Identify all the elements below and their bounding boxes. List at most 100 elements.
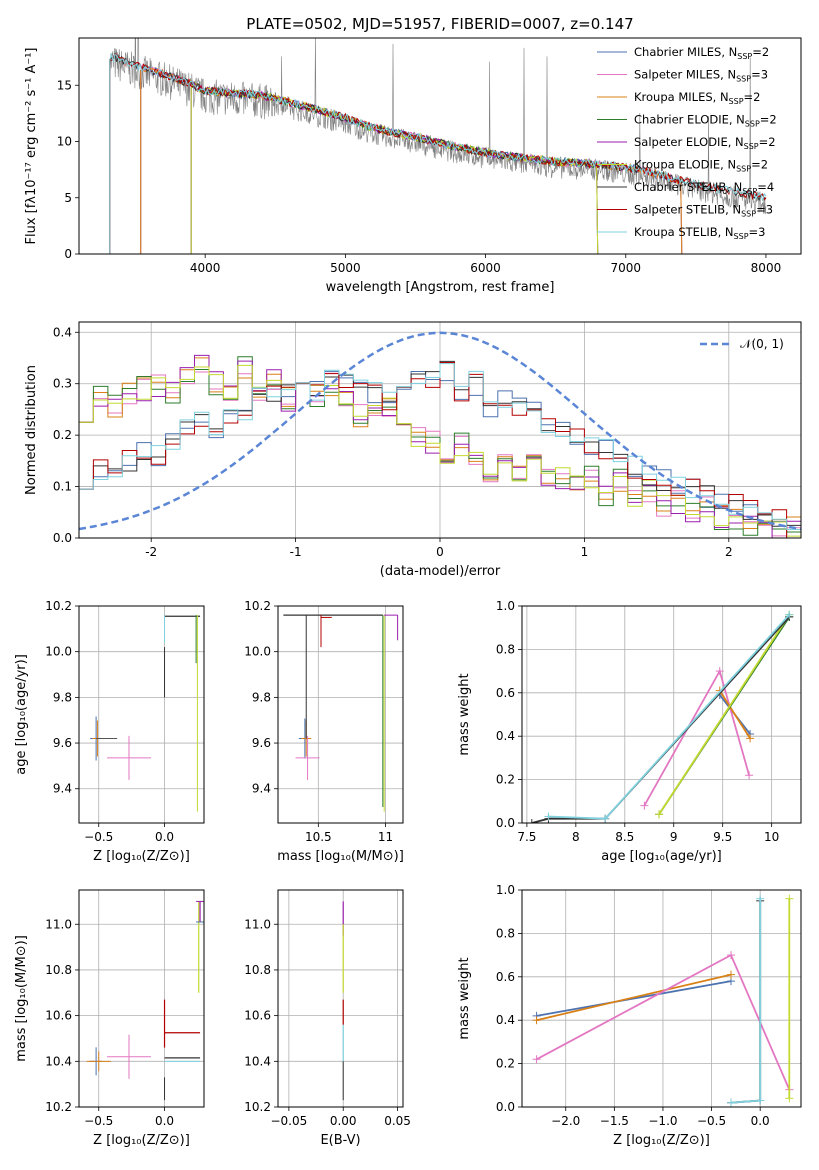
axes-frame [521, 605, 802, 824]
x-tick-label: 0.0 [155, 1114, 174, 1128]
model-line-kroupa_stelib [109, 52, 767, 254]
y-tick-label: 5 [64, 191, 72, 205]
weight-line-chabrier_miles [536, 980, 732, 1017]
y-tick-label: 9.6 [53, 736, 72, 750]
y-tick-label: 0.6 [496, 686, 515, 700]
y-tick-label: 0 [64, 247, 72, 261]
spectrum-panel: 4000 5000 6000 7000 8000 0 5 10 15 wavelength [An… [24, 37, 802, 295]
axes-frame [277, 605, 404, 824]
x-tick-label: 10.5 [305, 830, 332, 844]
x-tick-label: 8000 [751, 261, 782, 275]
x-tick-label: -2 [145, 545, 157, 559]
figure-title: PLATE=0502, MJD=51957, FIBERID=0007, z=0… [246, 15, 633, 33]
x-tick-label: 7.5 [517, 830, 536, 844]
x-axis-label: wavelength [Angstrom, rest frame] [326, 280, 555, 295]
y-tick-label: 0.8 [496, 926, 515, 940]
normal-curve-line [79, 331, 801, 531]
plot-area [527, 610, 794, 823]
y-tick-label: 10.2 [244, 599, 271, 613]
y-tick-label: 0.4 [496, 1013, 515, 1027]
histogram-step-chabrier_elodie [79, 356, 801, 536]
x-axis-label: Z [log₁₀(Z/Z⊙)] [93, 1133, 190, 1148]
weight-line-kroupa_miles [536, 973, 732, 1022]
mass-vs-metallicity-panel: −0.5 0.0 10.2 10.4 10.6 10.8 11.0 Z [log₁₀(Z/Z⊙… [14, 889, 205, 1148]
axes-frame [277, 889, 404, 1108]
y-tick-label: 10.2 [45, 599, 72, 613]
legend-label: Chabrier ELODIE, NSSP=2 [634, 113, 777, 129]
y-tick-label: 10.8 [45, 963, 72, 977]
axes-frame [78, 37, 802, 255]
y-tick-label: 10.0 [244, 645, 271, 659]
y-axis-label: Flux [fλ10⁻¹⁷ erg cm⁻² s⁻¹ A⁻¹] [24, 48, 39, 245]
y-tick-label: 10.6 [244, 1009, 271, 1023]
x-tick-label: −2.0 [551, 1114, 580, 1128]
x-tick-label: 2 [725, 545, 733, 559]
x-axis-label: (data-model)/error [380, 564, 501, 579]
y-axis-label: mass weight [457, 673, 472, 755]
x-tick-label: 0.05 [384, 1114, 411, 1128]
x-tick-label: 0.0 [751, 1114, 770, 1128]
x-tick-label: −0.5 [84, 1114, 113, 1128]
axes-frame [521, 889, 802, 1108]
y-tick-label: 1.0 [496, 599, 515, 613]
y-tick-label: 10.0 [45, 645, 72, 659]
y-tick-label: 9.8 [53, 690, 72, 704]
weight-line-kroupa_elodie [658, 614, 791, 815]
x-tick-label: 0 [436, 545, 444, 559]
x-tick-label: 0.0 [155, 830, 174, 844]
x-tick-label: 7000 [610, 261, 641, 275]
legend-label: Salpeter MILES, NSSP=3 [634, 68, 768, 84]
weight-line-kroupa_stelib [730, 898, 762, 1104]
y-tick-label: 10.4 [45, 1054, 72, 1068]
y-tick-label: 10.4 [244, 1054, 271, 1068]
y-tick-label: 1.0 [496, 883, 515, 897]
x-tick-label: 5000 [330, 261, 361, 275]
age-vs-metallicity-panel: −0.5 0.0 9.4 9.6 9.8 10.0 10.2 Z [log₁₀(Z/Z⊙)] a… [14, 599, 205, 864]
y-axis-label: Normed distribution [24, 365, 39, 495]
x-tick-label: 9.5 [713, 830, 732, 844]
axes-frame [78, 605, 205, 824]
x-axis-label: mass [log₁₀(M/M⊙)] [277, 849, 404, 864]
x-tick-label: -1 [290, 545, 302, 559]
plot-area [86, 900, 204, 1101]
residual-histogram-panel: -2 -1 0 1 2 0.0 0.1 0.2 0.3 0.4 (data-model)/error… [24, 321, 802, 579]
mass-vs-ebv-panel: −0.05 0.00 0.05 10.2 10.4 10.6 10.8 11.0 E(B-V) [244, 889, 411, 1148]
y-axis-label: age [log₁₀(age/yr)] [14, 654, 29, 775]
legend-label: 𝒩(0, 1) [740, 337, 784, 351]
model-line-kroupa_miles [140, 66, 683, 254]
y-tick-label: 10 [57, 135, 72, 149]
y-tick-label: 0.2 [53, 428, 72, 442]
x-tick-label: −0.05 [270, 1114, 307, 1128]
weight-line-chabrier_stelib [531, 616, 790, 823]
x-axis-label: E(B-V) [320, 1133, 360, 1148]
y-tick-label: 0.1 [53, 480, 72, 494]
plot-area [283, 614, 399, 812]
weight-line-salpeter_miles [643, 668, 750, 807]
model-line-chabrier_elodie [190, 81, 599, 254]
y-tick-label: 11.0 [45, 917, 72, 931]
weight-line-kroupa_miles [718, 690, 751, 739]
legend-label: Kroupa STELIB, NSSP=3 [634, 225, 765, 241]
model-line-kroupa_elodie [190, 83, 599, 254]
y-tick-label: 0.3 [53, 377, 72, 391]
x-tick-label: 8.5 [615, 830, 634, 844]
x-tick-label: −1.0 [648, 1114, 677, 1128]
legend-label: Salpeter ELODIE, NSSP=2 [634, 135, 776, 151]
y-tick-label: 10.6 [45, 1009, 72, 1023]
age-vs-mass-panel: 10.5 11 9.4 9.6 9.8 10.0 10.2 mass [log₁₀(M/M⊙)… [244, 599, 403, 864]
y-tick-label: 9.4 [252, 782, 271, 796]
y-tick-label: 0.6 [496, 970, 515, 984]
weight-vs-metallicity-panel: −2.0 −1.5 −1.0 −0.5 0.0 0.0 0.2 0.4 0.6 0.8 1.0 Z [… [457, 883, 802, 1148]
plot-area [532, 894, 794, 1107]
model-line-salpeter_elodie [190, 80, 599, 254]
x-axis-label: age [log₁₀(age/yr)] [601, 849, 722, 864]
x-tick-label: −0.5 [84, 830, 113, 844]
x-axis-label: Z [log₁₀(Z/Z⊙)] [93, 849, 190, 864]
y-tick-label: 0.4 [53, 325, 72, 339]
legend-label: Salpeter STELIB, NSSP=3 [634, 203, 773, 219]
x-tick-label: 10 [764, 830, 779, 844]
axes-frame [78, 889, 205, 1108]
y-tick-label: 0.2 [496, 1057, 515, 1071]
y-tick-label: 0.0 [496, 1100, 515, 1114]
legend-label: Chabrier STELIB, NSSP=4 [634, 180, 774, 196]
